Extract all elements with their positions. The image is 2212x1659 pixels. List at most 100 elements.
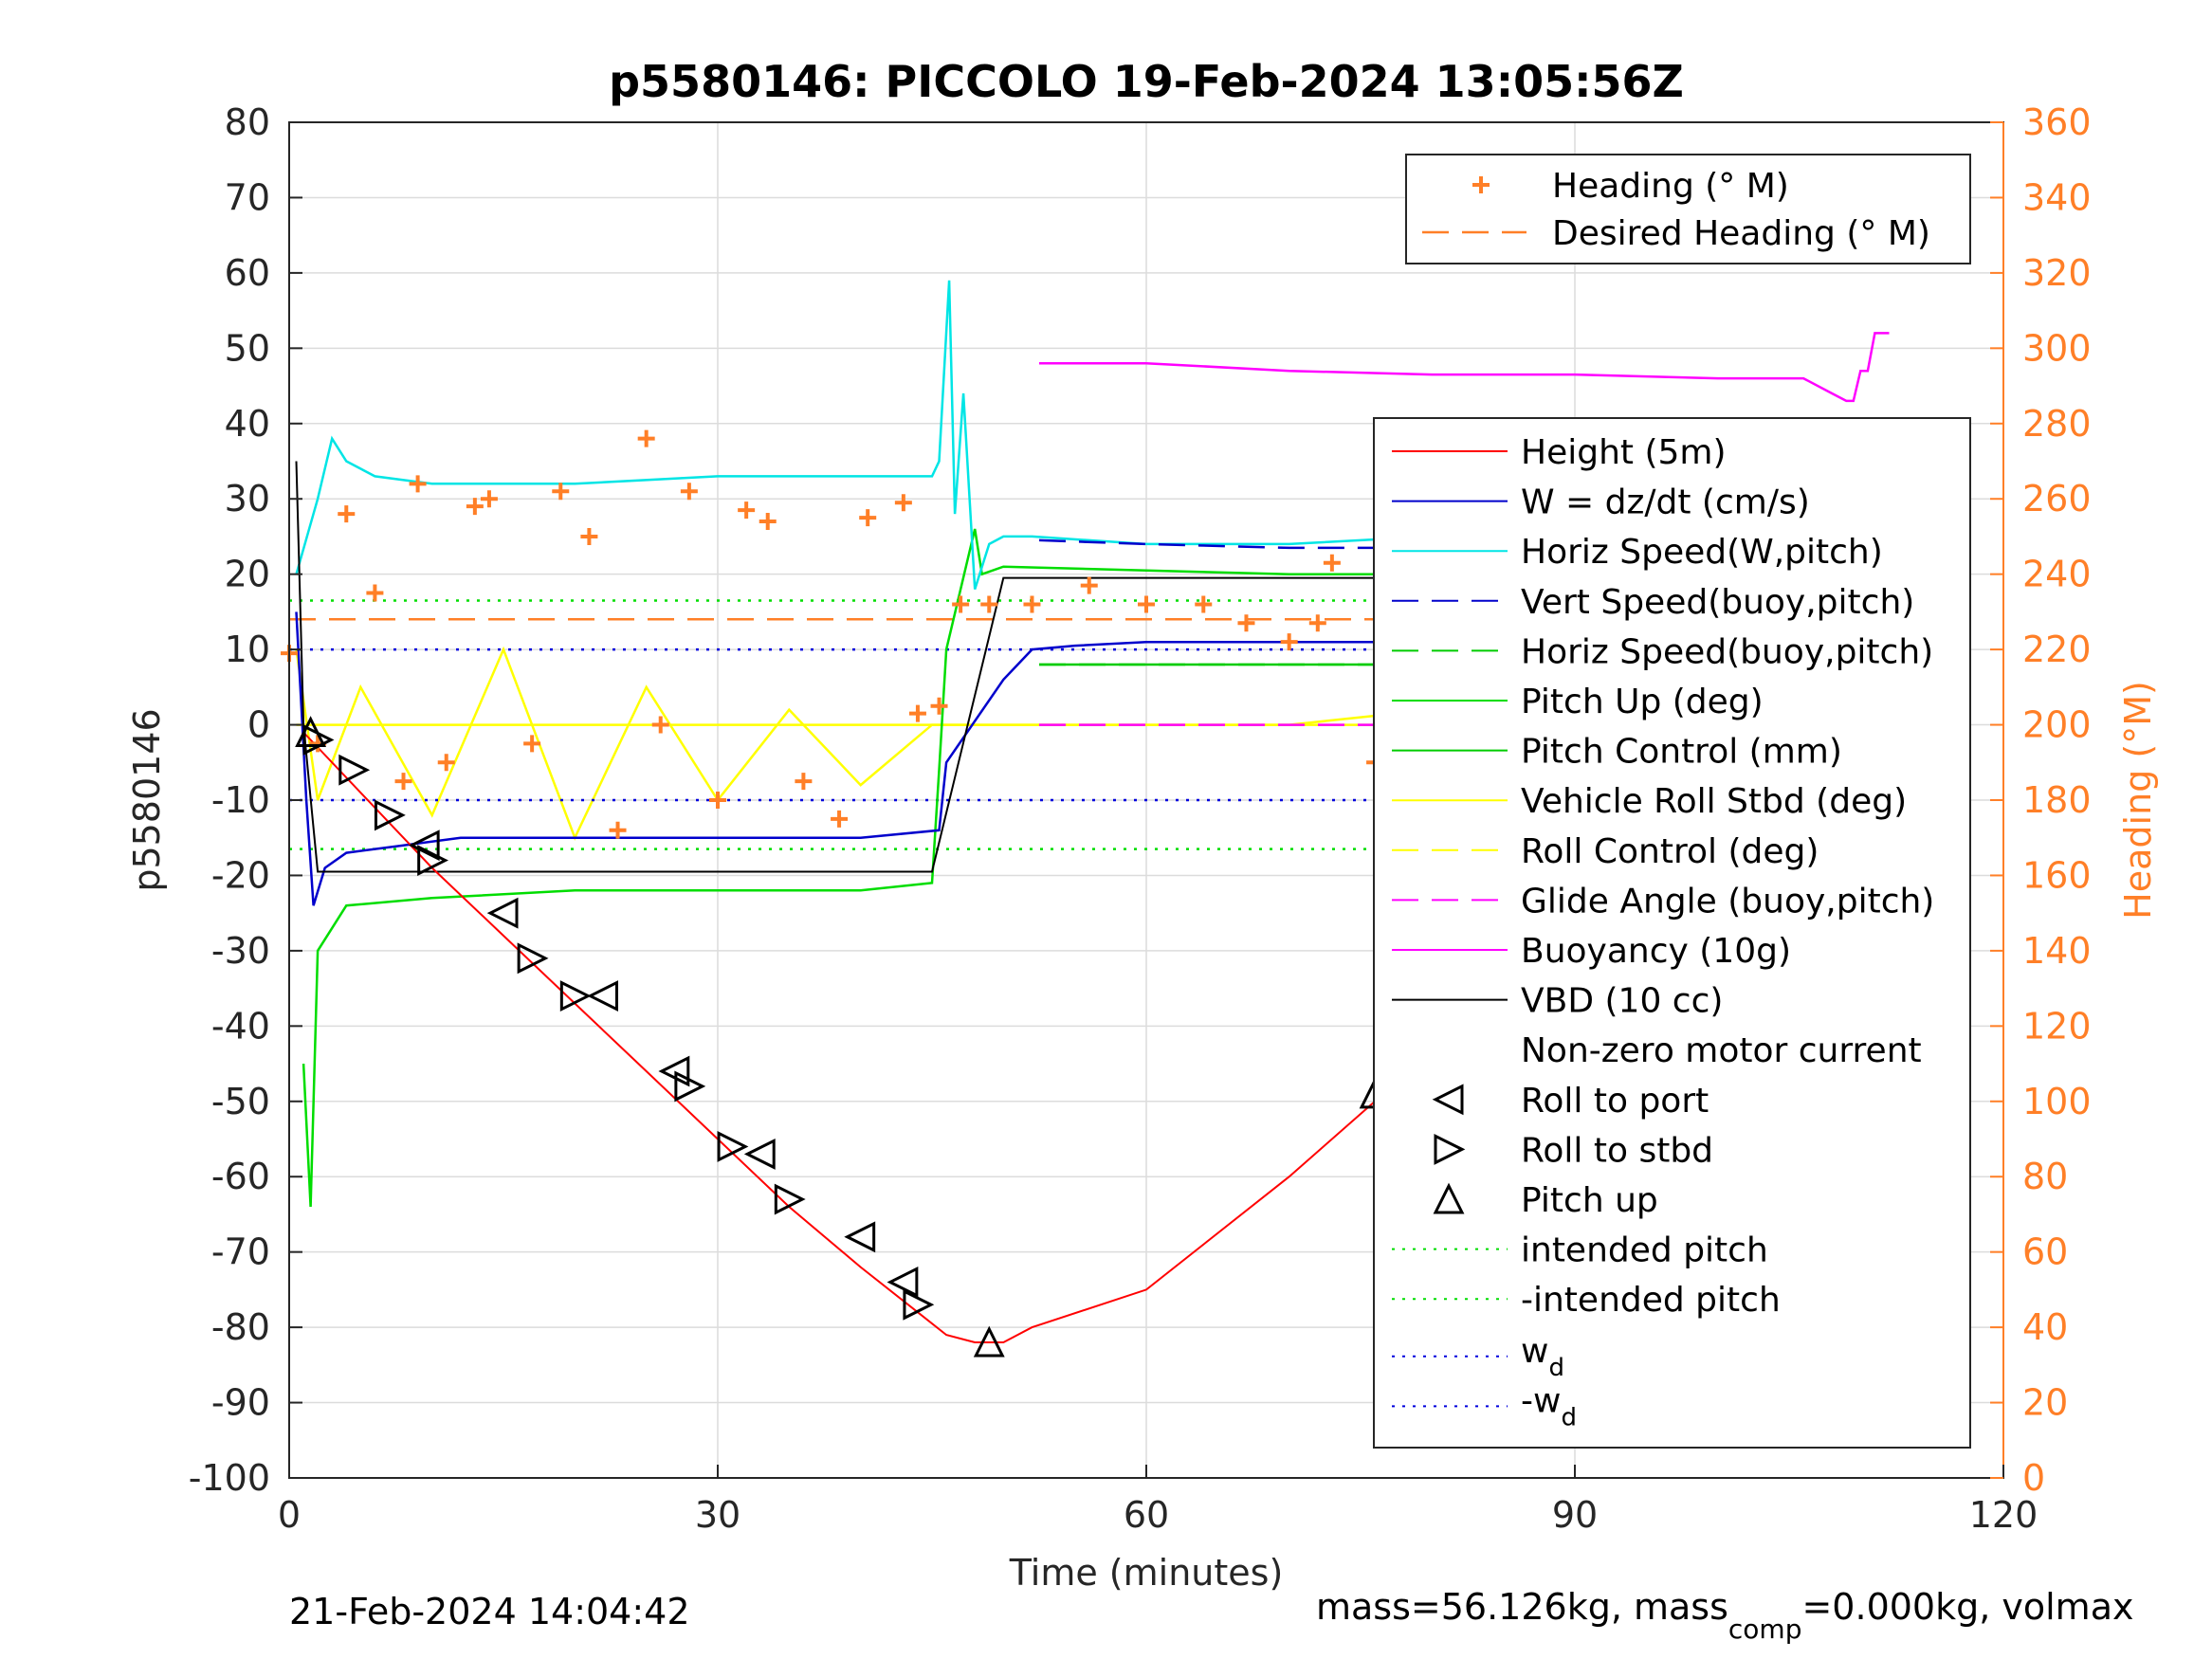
y2-tick-label: 60 xyxy=(2022,1231,2068,1273)
heading-point xyxy=(980,595,998,613)
legend-roll-port-swatch xyxy=(1432,1084,1464,1116)
roll-stbd-marker xyxy=(674,1070,706,1103)
heading-point xyxy=(859,509,877,527)
heading-point xyxy=(1080,576,1098,594)
legend-label: Glide Angle (buoy,pitch) xyxy=(1521,882,1934,921)
x-tick-label: 30 xyxy=(695,1494,740,1536)
y-tick-label: 80 xyxy=(225,101,270,143)
y-tick-label: 0 xyxy=(247,704,270,746)
heading-point xyxy=(831,810,849,828)
y-tick-label: -70 xyxy=(211,1231,270,1273)
y-tick-label: 40 xyxy=(225,403,270,445)
heading-point xyxy=(409,475,427,493)
y2-tick-label: 20 xyxy=(2022,1382,2068,1424)
y2-tick-label: 120 xyxy=(2022,1005,2092,1047)
roll-stbd-marker xyxy=(338,754,371,786)
heading-point xyxy=(930,697,948,715)
legend-label: Buoyancy (10g) xyxy=(1521,932,1791,971)
legend-label: Height (5m) xyxy=(1521,433,1727,472)
heading-point xyxy=(1195,595,1213,613)
roll-port-marker xyxy=(743,1138,776,1170)
y-tick-label: 20 xyxy=(225,554,270,595)
y2-tick-label: 40 xyxy=(2022,1306,2068,1348)
heading-point xyxy=(795,773,813,791)
pitch-up-marker xyxy=(295,716,327,747)
heading-point xyxy=(609,821,627,839)
legend-heading-box xyxy=(1405,154,1971,264)
heading-point xyxy=(580,527,598,545)
legend-label: Pitch Up (deg) xyxy=(1521,683,1764,721)
y2-tick-label: 200 xyxy=(2022,704,2092,746)
legend-label: -intended pitch xyxy=(1521,1281,1781,1320)
series-buoyancy-10g xyxy=(1039,332,1890,403)
legend-label: Non-zero motor current xyxy=(1521,1031,1922,1070)
heading-point xyxy=(1323,554,1341,572)
legend-wd-label: -wd xyxy=(1521,1381,1577,1431)
y-tick-label: -100 xyxy=(189,1457,270,1499)
roll-stbd-marker xyxy=(517,942,549,975)
roll-port-marker xyxy=(486,897,519,929)
legend-heading-label: Heading (° M) xyxy=(1552,167,1789,206)
footer-mass-pre: mass=56.126kg, mass xyxy=(1316,1586,1728,1628)
heading-point xyxy=(908,704,926,722)
roll-port-marker xyxy=(587,980,618,1012)
y-tick-label: 50 xyxy=(225,327,270,369)
y2-tick-label: 0 xyxy=(2022,1457,2045,1499)
roll-stbd-marker xyxy=(417,845,449,876)
legend-label: Horiz Speed(buoy,pitch) xyxy=(1521,632,1933,671)
legend-wd-sub: d xyxy=(1548,1354,1564,1382)
legend-label: Roll to port xyxy=(1521,1082,1709,1121)
x-tick-label: 120 xyxy=(1969,1494,2038,1536)
legend-label: Pitch up xyxy=(1521,1181,1658,1220)
legend-label: Roll to stbd xyxy=(1521,1131,1713,1170)
y-tick-label: -30 xyxy=(211,930,270,972)
legend-heading-swatch xyxy=(1472,176,1490,193)
y-tick-label: 30 xyxy=(225,478,270,520)
legend-label: Vert Speed(buoy,pitch) xyxy=(1521,583,1914,622)
heading-point xyxy=(637,429,655,447)
heading-point xyxy=(1023,595,1041,613)
y2-tick-label: 220 xyxy=(2022,629,2092,670)
y-tick-label: -90 xyxy=(211,1382,270,1424)
legend-main: Height (5m) W = dz/dt (cm/s) Horiz Speed(W… xyxy=(1373,417,1971,1449)
heading-point xyxy=(1308,614,1326,632)
legend-label: Horiz Speed(W,pitch) xyxy=(1521,533,1883,572)
roll-port-marker xyxy=(844,1221,876,1253)
footer-mass: mass=56.126kg, masscomp=0.000kg, volmax xyxy=(1316,1586,2133,1645)
legend-label: Vehicle Roll Stbd (deg) xyxy=(1521,782,1907,821)
heading-point xyxy=(552,483,570,501)
heading-point xyxy=(523,735,541,753)
y2-tick-label: 240 xyxy=(2022,554,2092,595)
legend-wd-base: -w xyxy=(1521,1381,1561,1420)
legend-main-box xyxy=(1373,417,1971,1449)
roll-stbd-marker xyxy=(717,1131,749,1162)
legend-roll-stbd-swatch xyxy=(1434,1133,1466,1165)
pitch-up-marker xyxy=(973,1325,1005,1358)
y-tick-label: -60 xyxy=(211,1156,270,1197)
y2-tick-label: 80 xyxy=(2022,1156,2068,1197)
y2-tick-label: 360 xyxy=(2022,101,2092,143)
axes-ticks: 0 30 60 90 12080706050403020100-10-20-30-40-… xyxy=(189,101,2092,1536)
legend-pitch-up-swatch xyxy=(1433,1182,1465,1214)
heading-point xyxy=(894,494,912,512)
footer-mass-sub: comp xyxy=(1728,1613,1802,1645)
x-tick-label: 60 xyxy=(1124,1494,1169,1536)
y-tick-label: -80 xyxy=(211,1306,270,1348)
y2-tick-label: 160 xyxy=(2022,854,2092,896)
roll-stbd-marker xyxy=(559,980,592,1012)
roll-stbd-marker xyxy=(374,799,406,831)
y2-tick-label: 180 xyxy=(2022,779,2092,821)
legend-label: Pitch Control (mm) xyxy=(1521,733,1842,772)
legend-label: intended pitch xyxy=(1521,1231,1768,1270)
heading-point xyxy=(366,584,384,602)
x-tick-label: 90 xyxy=(1552,1494,1598,1536)
heading-point xyxy=(651,716,669,734)
y2-tick-label: 340 xyxy=(2022,176,2092,218)
y2-tick-label: 300 xyxy=(2022,327,2092,369)
roll-port-marker xyxy=(887,1267,919,1298)
heading-point xyxy=(394,773,412,791)
legend-heading: Heading (° M) Desired Heading (° M) xyxy=(1405,154,1971,264)
roll-stbd-marker xyxy=(774,1183,806,1215)
y-tick-label: 10 xyxy=(225,629,270,670)
